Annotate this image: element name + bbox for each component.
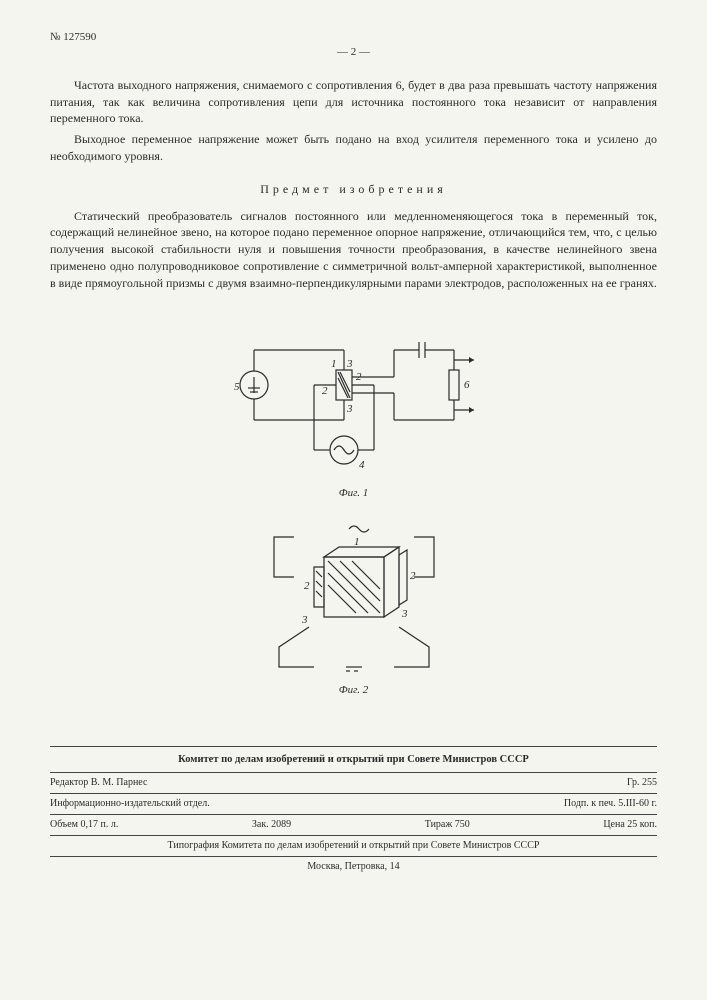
colophon-editor: Редактор В. М. Парнес <box>50 776 147 790</box>
fig2-label-2b: 2 <box>410 570 416 582</box>
fig2-caption: Фиг. 2 <box>254 683 454 698</box>
colophon-dept: Информационно-издательский отдел. <box>50 797 210 811</box>
colophon-group: Гр. 255 <box>627 776 657 790</box>
colophon-print: Тираж 750 <box>425 818 470 832</box>
figure-1: 5 1 2 2 3 3 <box>224 320 484 501</box>
paragraph-2: Выходное переменное напряжение может быт… <box>50 131 657 165</box>
fig1-label-5: 5 <box>234 381 240 393</box>
colophon-order: Зак. 2089 <box>252 818 291 832</box>
fig1-label-2b: 2 <box>322 385 328 397</box>
fig2-label-2a: 2 <box>304 580 310 592</box>
fig1-label-3b: 3 <box>346 403 353 415</box>
colophon-committee: Комитет по делам изобретений и открытий … <box>50 753 657 772</box>
page-number: — 2 — <box>50 45 657 60</box>
fig1-caption: Фиг. 1 <box>224 486 484 501</box>
fig2-label-3b: 3 <box>401 608 408 620</box>
fig2-label-3a: 3 <box>301 614 308 626</box>
fig1-label-6: 6 <box>464 379 470 391</box>
colophon-printer: Типография Комитета по делам изобретений… <box>50 839 657 853</box>
colophon-pubdate: Подп. к печ. 5.III-60 г. <box>564 797 657 811</box>
fig2-svg: 1 2 2 3 3 <box>254 517 454 677</box>
fig1-label-1: 1 <box>331 358 337 370</box>
fig1-label-3a: 3 <box>346 358 353 370</box>
paragraph-1: Частота выходного напряжения, снимаемого… <box>50 77 657 127</box>
figures-block: 5 1 2 2 3 3 <box>50 312 657 707</box>
colophon: Комитет по делам изобретений и открытий … <box>50 746 657 877</box>
section-title: Предмет изобретения <box>50 181 657 198</box>
figure-2: 1 2 2 3 3 Фиг. 2 <box>254 517 454 698</box>
claim-text: Статический преобразователь сигналов пос… <box>50 208 657 292</box>
colophon-address: Москва, Петровка, 14 <box>50 857 657 877</box>
fig1-svg: 5 1 2 2 3 3 <box>224 320 484 480</box>
fig2-label-1: 1 <box>354 536 360 548</box>
colophon-price: Цена 25 коп. <box>603 818 657 832</box>
fig1-label-4: 4 <box>359 459 365 471</box>
colophon-volume: Объем 0,17 п. л. <box>50 818 118 832</box>
doc-number: № 127590 <box>50 30 657 45</box>
